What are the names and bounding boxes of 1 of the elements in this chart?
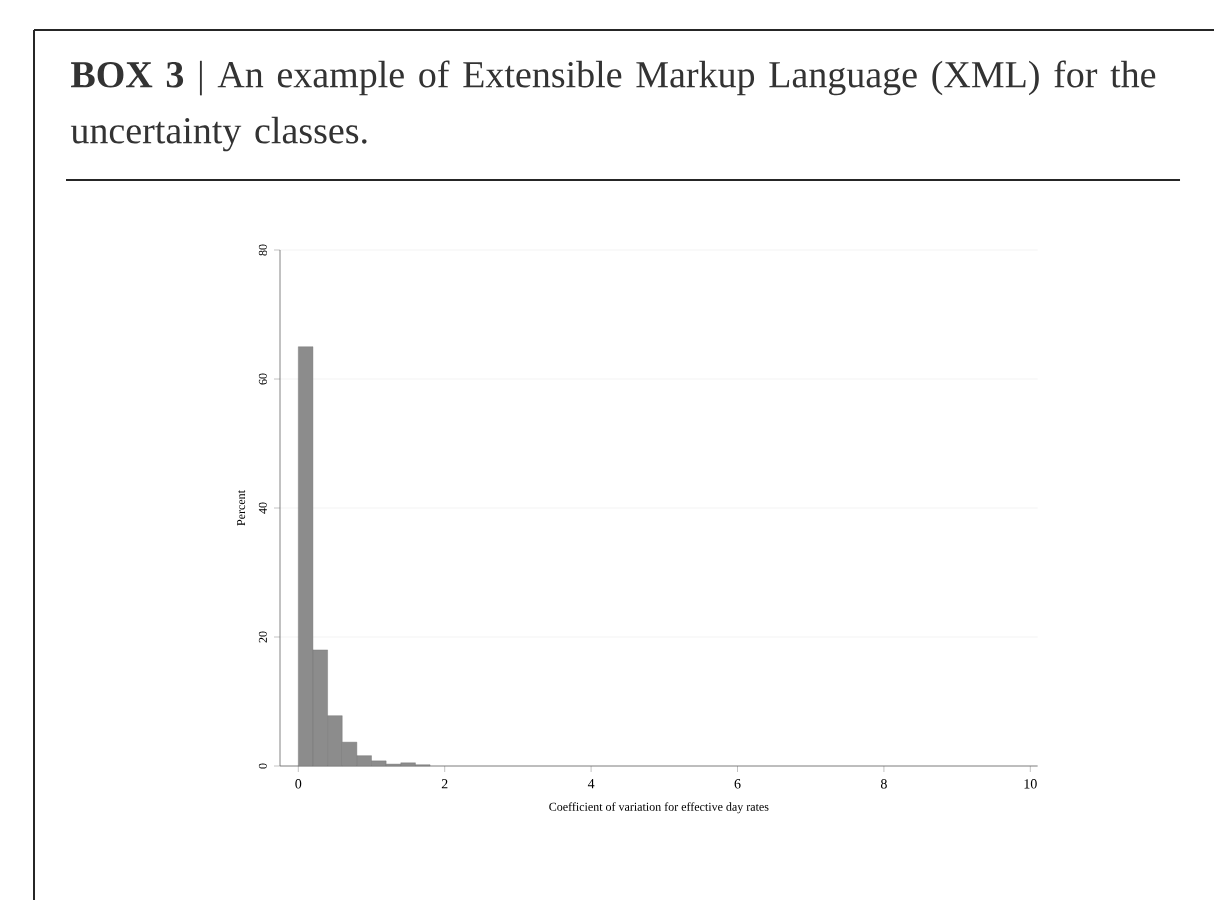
chart-title: BOX 3 | An example of Extensible Markup Language (XML) for the uncertainty classes. <box>70 60 1156 152</box>
